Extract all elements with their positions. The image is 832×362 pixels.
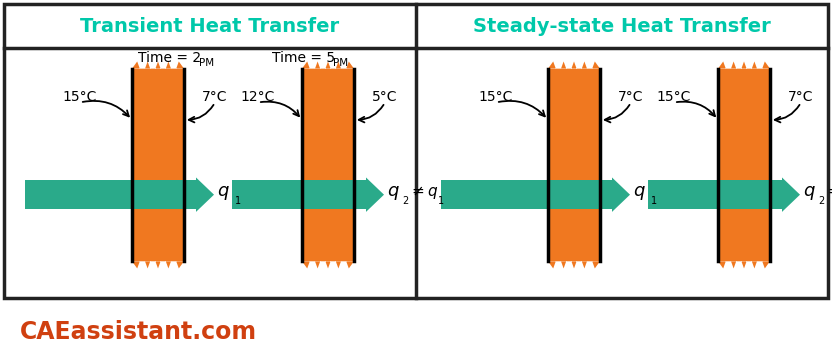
Text: $\neq q$: $\neq q$ (409, 184, 438, 201)
Text: CAEassistant.com: CAEassistant.com (20, 320, 257, 344)
Polygon shape (718, 254, 770, 269)
Text: Steady-state Heat Transfer: Steady-state Heat Transfer (473, 17, 771, 36)
Polygon shape (548, 254, 600, 269)
Text: $q$: $q$ (387, 184, 399, 202)
Text: 7°C: 7°C (618, 90, 644, 104)
Polygon shape (302, 254, 354, 269)
Text: 15°C: 15°C (62, 90, 97, 104)
Bar (302, 69, 354, 261)
Bar (718, 69, 770, 261)
Text: $_2$: $_2$ (818, 193, 825, 207)
Polygon shape (718, 62, 770, 76)
Text: 5°C: 5°C (372, 90, 398, 104)
Polygon shape (132, 62, 184, 76)
Text: Transient Heat Transfer: Transient Heat Transfer (81, 17, 339, 36)
Text: 12°C: 12°C (240, 90, 275, 104)
Text: Time = 2: Time = 2 (138, 51, 206, 66)
Text: $_1$: $_1$ (234, 193, 241, 207)
Polygon shape (366, 177, 384, 212)
Bar (25, 180, 196, 209)
Bar (648, 180, 782, 209)
Text: $q$: $q$ (217, 184, 230, 202)
Text: $= q$: $= q$ (825, 185, 832, 201)
Text: 7°C: 7°C (202, 90, 228, 104)
Bar (232, 180, 366, 209)
Bar (132, 69, 184, 261)
Bar (548, 69, 600, 261)
Text: $_2$: $_2$ (402, 193, 409, 207)
Text: 7°C: 7°C (788, 90, 814, 104)
Text: $_1$: $_1$ (437, 193, 444, 207)
Text: $_1$: $_1$ (650, 193, 657, 207)
Text: Time = 5: Time = 5 (272, 51, 339, 66)
Polygon shape (302, 62, 354, 76)
Polygon shape (548, 62, 600, 76)
Polygon shape (196, 177, 214, 212)
Text: PM: PM (333, 58, 348, 67)
Text: PM: PM (199, 58, 214, 67)
Text: $q$: $q$ (633, 184, 646, 202)
Polygon shape (782, 177, 800, 212)
Polygon shape (612, 177, 630, 212)
Text: $q$: $q$ (803, 184, 815, 202)
Text: 15°C: 15°C (656, 90, 691, 104)
Bar (441, 180, 612, 209)
Polygon shape (132, 254, 184, 269)
Text: 15°C: 15°C (478, 90, 513, 104)
